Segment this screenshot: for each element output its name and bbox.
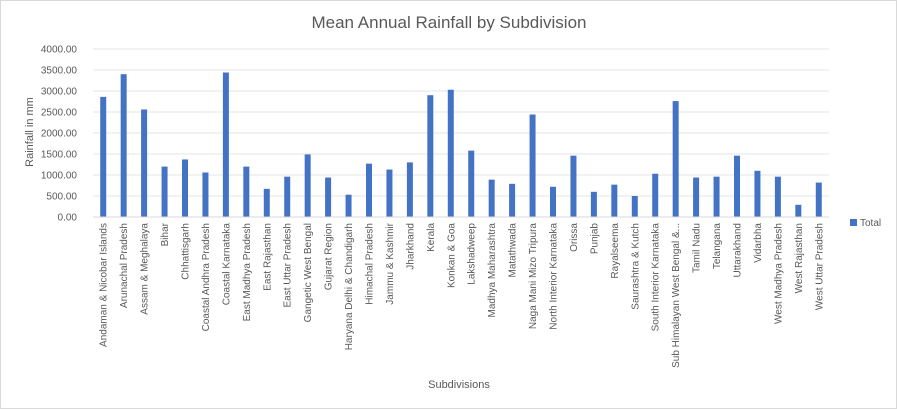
bar [366, 163, 372, 217]
bar [672, 101, 679, 217]
x-tick-label: Konkan & Goa [446, 223, 457, 288]
x-tick-label: Matathwada [508, 223, 519, 278]
x-tick-label: Coastal Andhra Pradesh [201, 223, 212, 331]
legend-label: Total [860, 218, 881, 229]
bar [468, 150, 475, 217]
chart-title: Mean Annual Rainfall by Subdivision [311, 13, 586, 32]
x-axis-ticks: Andaman & Nicobar Islands Arunachal Prade… [99, 222, 826, 368]
bar [713, 176, 720, 217]
x-tick-label: Madhya Maharashtra [487, 223, 498, 318]
bar [243, 166, 250, 217]
bar [693, 177, 700, 217]
x-tick-label: Gangetic West Bengal [303, 223, 314, 322]
gridlines [93, 48, 829, 197]
x-tick-label: Vidarbha [753, 223, 764, 263]
x-tick-label: Orissa [569, 223, 580, 252]
x-tick-label: Sub Himalayan West Bengal &... [671, 223, 682, 368]
y-tick-label: 500.00 [46, 192, 77, 203]
x-tick-label: Telangana [712, 223, 723, 270]
bar [120, 74, 127, 217]
x-tick-label: Himachal Pradesh [365, 223, 376, 305]
x-tick-label: Naga Mani Mizo Tripura [528, 223, 539, 330]
bar [284, 176, 291, 217]
bar [325, 177, 332, 217]
bar [202, 172, 209, 217]
bar [345, 194, 352, 217]
x-axis-label: Subdivisions [428, 379, 490, 391]
x-tick-label: Coastal Karnataka [221, 223, 232, 306]
y-tick-label: 3500.00 [41, 66, 78, 77]
bar [754, 170, 761, 217]
bar [222, 72, 229, 218]
x-tick-label: Lakshadweep [467, 223, 478, 285]
bar [386, 169, 393, 217]
bar [652, 173, 659, 217]
bar [488, 179, 495, 217]
y-tick-label: 3000.00 [41, 87, 78, 98]
x-tick-label: Gujarat Region [324, 223, 335, 290]
bar [570, 155, 577, 217]
bar [774, 176, 781, 217]
x-tick-label: Tamil Nadu [692, 223, 703, 273]
x-tick-label: Arunachal Pradesh [119, 223, 130, 308]
y-tick-label: 1500.00 [41, 150, 78, 161]
bar [815, 182, 822, 217]
x-tick-label: East Madhya Pradesh [242, 223, 253, 321]
bar [100, 96, 107, 217]
bar [447, 89, 454, 217]
y-tick-label: 2000.00 [41, 129, 78, 140]
legend-swatch [850, 219, 857, 226]
y-tick-label: 0.00 [58, 213, 78, 224]
bar [611, 184, 618, 217]
bar [141, 109, 148, 217]
bar [406, 162, 413, 217]
legend: Total [850, 218, 881, 229]
x-tick-label: West Rajasthan [794, 223, 805, 293]
bar [550, 186, 556, 217]
bar [161, 166, 168, 217]
x-tick-label: Andaman & Nicobar Islands [99, 223, 110, 347]
x-tick-label: Uttarakhand [733, 223, 744, 277]
x-tick-label: Saurashtra & Kutch [630, 223, 641, 310]
y-axis-label: Rainfall in mm [24, 97, 36, 167]
bar [590, 191, 597, 217]
x-tick-label: Chhattisgarh [181, 223, 192, 280]
y-axis-ticks: 0.00 500.00 1000.00 1500.00 2000.00 2500.00 30… [41, 45, 78, 224]
bar [509, 183, 516, 217]
x-tick-label: Punjab [589, 223, 600, 255]
x-tick-label: Jammu & Kashmir [385, 222, 396, 304]
bar [304, 154, 311, 217]
bar [631, 196, 638, 217]
bars [100, 72, 822, 218]
x-tick-label: West Uttar Pradesh [814, 223, 825, 310]
bar [182, 159, 188, 217]
bar [795, 204, 802, 217]
y-tick-label: 2500.00 [41, 108, 78, 119]
x-tick-label: North Interior Karnataka [549, 223, 560, 330]
x-tick-label: Rayalseema [610, 223, 621, 279]
x-tick-label: Kerala [426, 223, 437, 252]
x-tick-label: Bihar [160, 222, 171, 246]
x-tick-label: West Madhya Pradesh [773, 223, 784, 324]
y-tick-label: 4000.00 [41, 45, 78, 56]
x-tick-label: Haryana Delhi & Chandigarh [344, 223, 355, 350]
bar [529, 114, 536, 217]
x-tick-label: Assam & Meghalaya [140, 223, 151, 315]
x-tick-label: South Interior Karnataka [651, 223, 662, 332]
bar [734, 155, 740, 217]
y-tick-label: 1000.00 [41, 171, 78, 182]
bar [263, 188, 270, 217]
bar [427, 95, 434, 217]
x-tick-label: Jharkhand [405, 223, 416, 270]
x-tick-label: East Uttar Pradesh [283, 223, 294, 307]
x-tick-label: East Rajasthan [262, 223, 273, 291]
